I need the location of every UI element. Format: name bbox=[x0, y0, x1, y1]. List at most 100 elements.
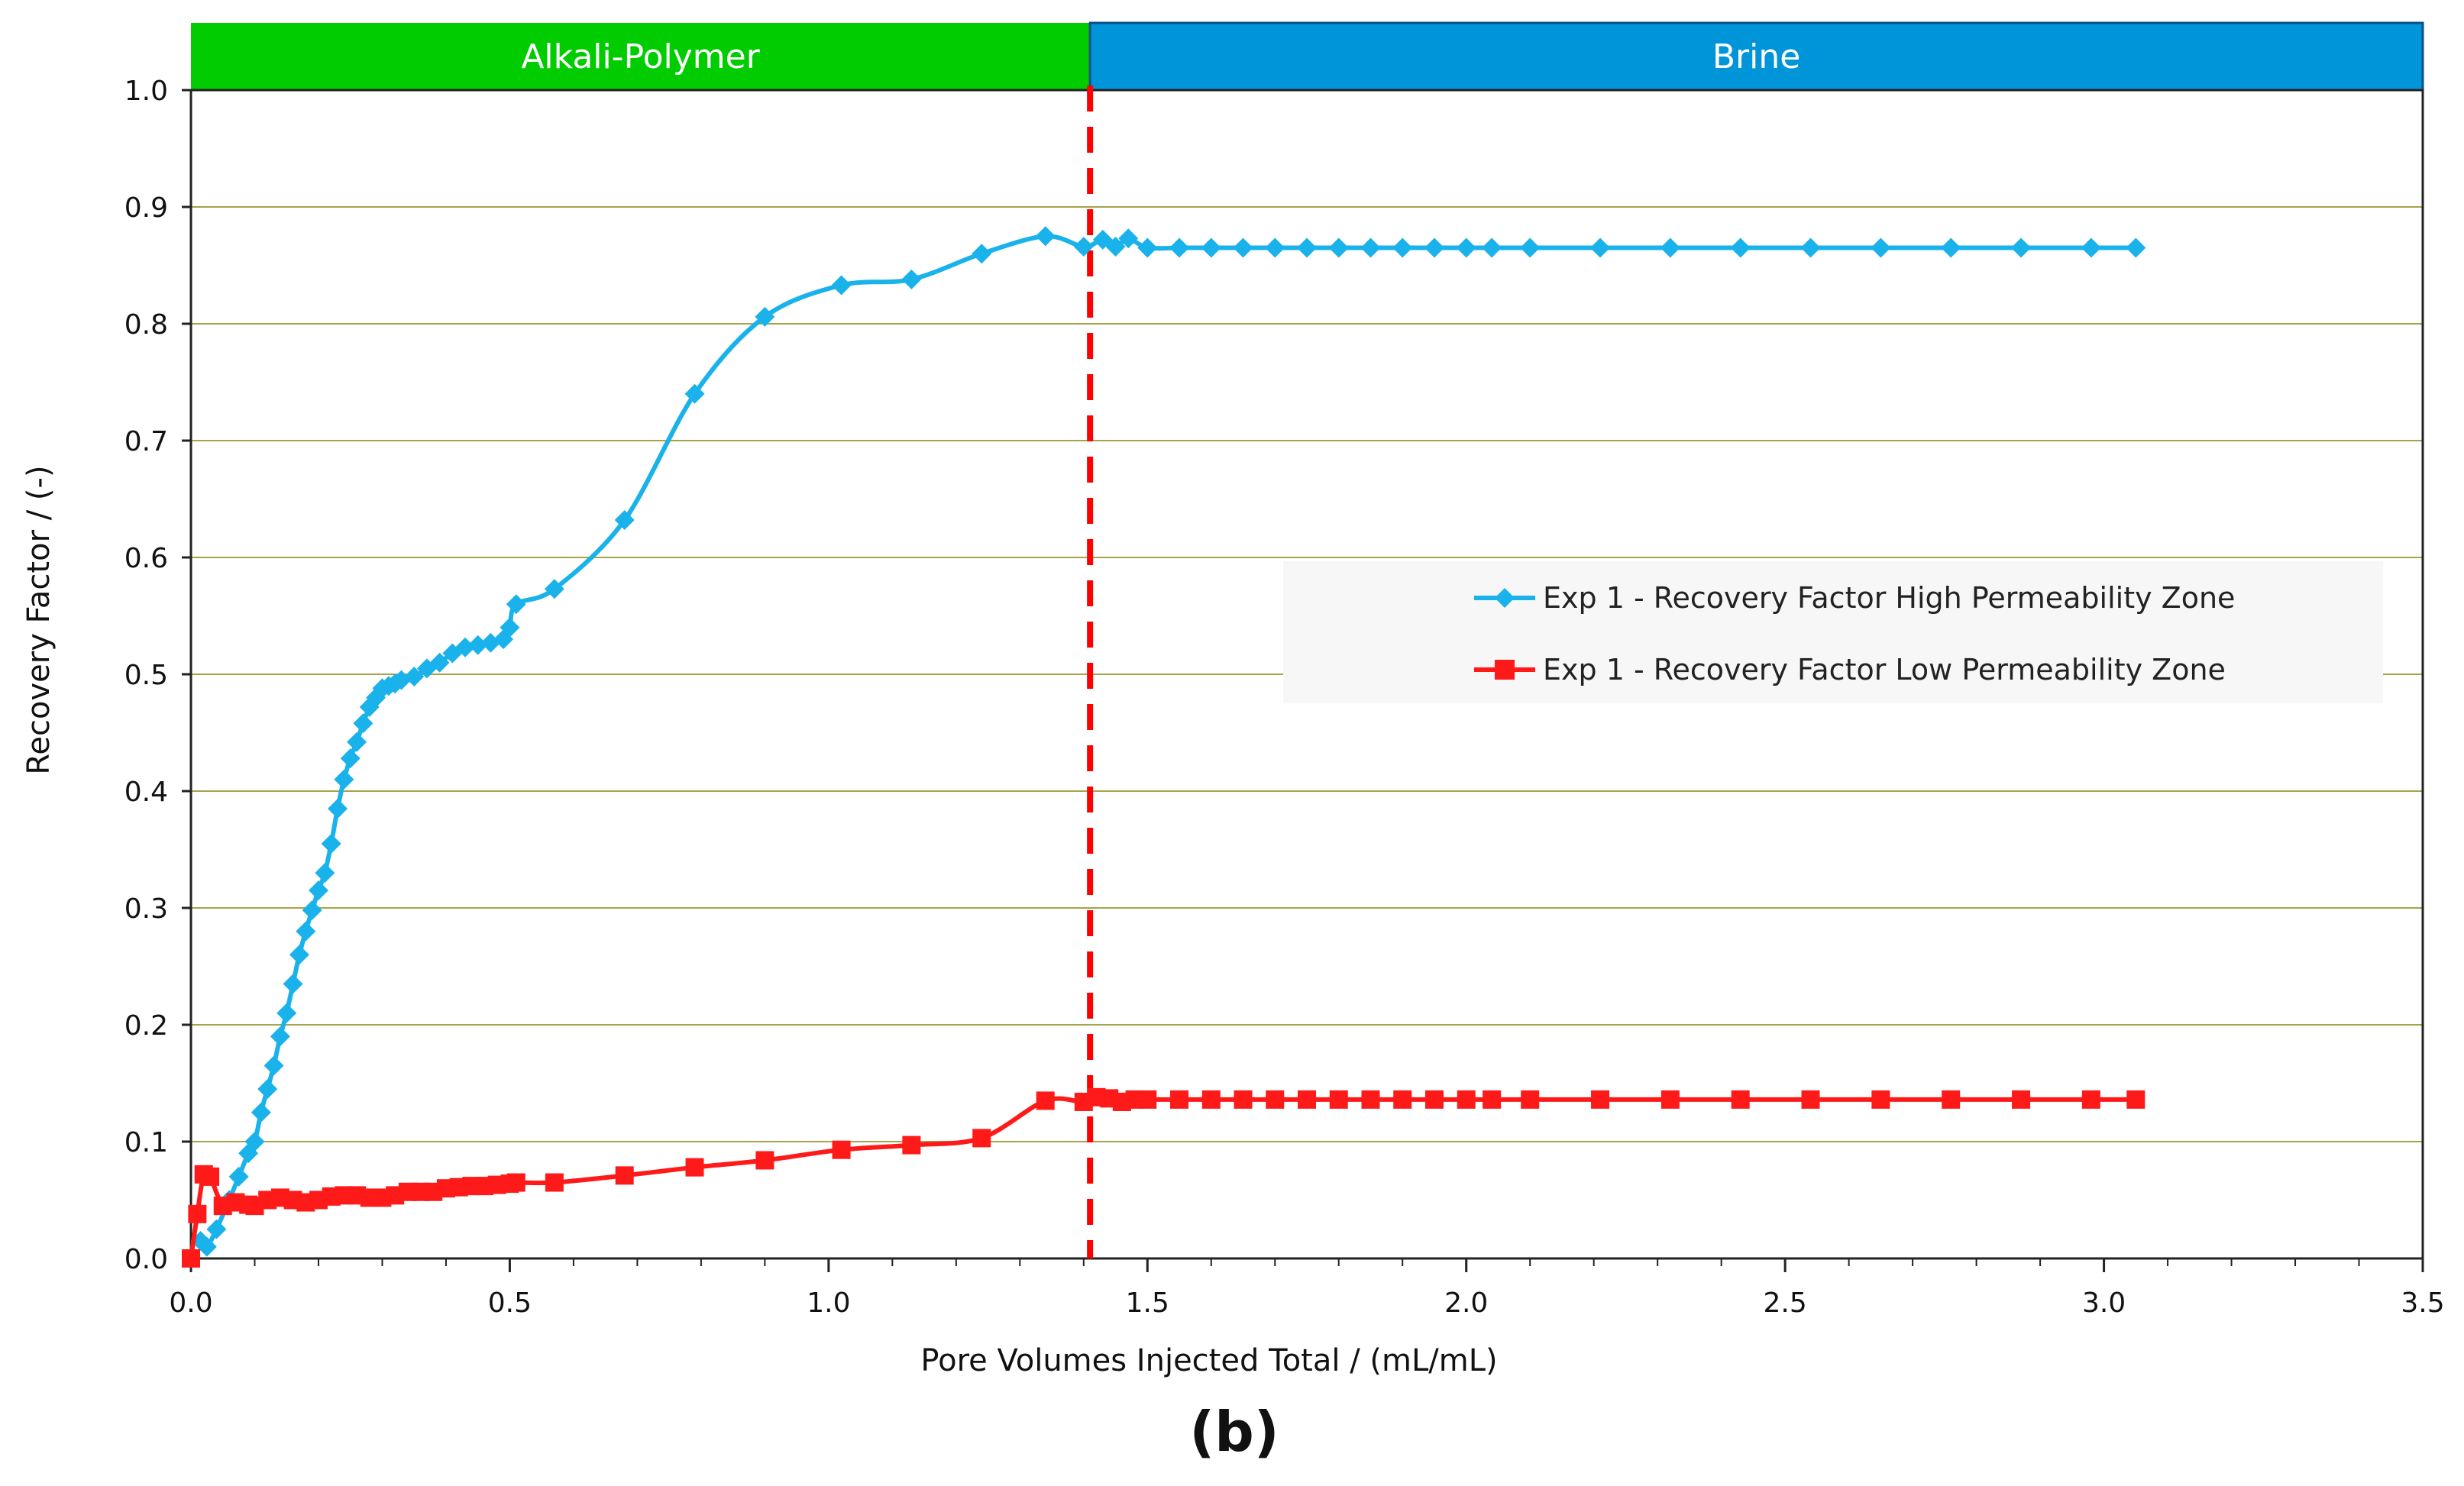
data-point bbox=[283, 974, 303, 994]
data-point bbox=[1234, 1090, 1253, 1109]
data-point bbox=[1730, 237, 1751, 258]
data-point bbox=[429, 652, 450, 673]
data-point bbox=[1392, 237, 1413, 258]
data-point bbox=[1424, 237, 1444, 258]
data-point bbox=[1297, 237, 1317, 258]
y-tick-label: 0.9 bbox=[124, 192, 168, 224]
data-point bbox=[1660, 1090, 1680, 1109]
data-point bbox=[545, 1173, 564, 1192]
gridline-group bbox=[191, 206, 2423, 1142]
data-point bbox=[302, 900, 322, 921]
data-point bbox=[1137, 237, 1158, 258]
series-high-permeability bbox=[190, 226, 2146, 1257]
data-point bbox=[1942, 1090, 1961, 1109]
data-point bbox=[334, 769, 354, 790]
phase-label-brine: Brine bbox=[1712, 37, 1800, 76]
data-point bbox=[1105, 237, 1126, 257]
data-point bbox=[228, 1166, 249, 1187]
x-tick-label: 3.0 bbox=[2082, 1287, 2126, 1319]
data-point bbox=[467, 635, 488, 655]
y-tick-label: 0.4 bbox=[124, 777, 168, 808]
legend-swatch-marker bbox=[1495, 588, 1515, 608]
data-point bbox=[614, 510, 635, 531]
x-tick-label: 2.0 bbox=[1444, 1287, 1488, 1319]
data-point bbox=[544, 579, 564, 599]
data-point bbox=[353, 713, 373, 734]
data-point bbox=[1801, 1090, 1820, 1109]
data-point bbox=[901, 269, 922, 289]
legend-box bbox=[1283, 561, 2383, 703]
data-point bbox=[506, 1173, 525, 1192]
y-tick-label: 0.8 bbox=[124, 309, 168, 341]
data-point bbox=[188, 1204, 207, 1223]
data-point bbox=[1035, 226, 1056, 247]
data-point bbox=[289, 945, 309, 965]
data-point bbox=[1482, 237, 1502, 258]
phase-band-alkali-polymer bbox=[191, 23, 1091, 90]
legend-label: Exp 1 - Recovery Factor Low Permeability… bbox=[1543, 653, 2226, 686]
legend: Exp 1 - Recovery Factor High Permeabilit… bbox=[1283, 561, 2383, 703]
y-tick-label: 1.0 bbox=[124, 76, 168, 107]
data-point bbox=[755, 1151, 774, 1170]
data-point bbox=[264, 1055, 284, 1076]
data-point bbox=[321, 833, 341, 854]
data-point bbox=[684, 383, 705, 404]
data-point bbox=[340, 748, 361, 769]
data-point bbox=[270, 1026, 290, 1047]
data-point bbox=[506, 594, 526, 615]
data-point bbox=[1871, 237, 1891, 258]
data-point bbox=[1266, 1090, 1285, 1109]
y-axis-title: Recovery Factor / (-) bbox=[21, 465, 57, 774]
legend-swatch-marker bbox=[1495, 660, 1515, 680]
data-point bbox=[1521, 1090, 1540, 1109]
data-point bbox=[244, 1132, 265, 1152]
data-point bbox=[685, 1158, 704, 1177]
data-point bbox=[1233, 237, 1253, 258]
data-point bbox=[1329, 1090, 1348, 1109]
series-group bbox=[182, 226, 2146, 1268]
data-point bbox=[1660, 237, 1680, 258]
data-point bbox=[1360, 237, 1381, 258]
phase-band-brine bbox=[1088, 21, 2424, 92]
data-point bbox=[1871, 1090, 1890, 1109]
data-point bbox=[1036, 1091, 1055, 1110]
data-point bbox=[2081, 1090, 2100, 1109]
data-point bbox=[1073, 237, 1094, 257]
data-point bbox=[1298, 1090, 1316, 1109]
data-point bbox=[296, 921, 316, 942]
x-axis: 0.0 0.5 1.0 1.5 2.0 2.5 3.0 3.5 bbox=[169, 1258, 2445, 1319]
x-tick-label: 0.0 bbox=[169, 1287, 212, 1319]
data-point bbox=[755, 306, 775, 327]
x-axis-title: Pore Volumes Injected Total / (mL/mL) bbox=[920, 1343, 1497, 1378]
data-point bbox=[1138, 1090, 1157, 1109]
data-point bbox=[257, 1079, 278, 1100]
data-point bbox=[404, 667, 425, 687]
y-axis: 0.0 0.1 0.2 0.3 0.4 0.5 0.6 0.7 0.8 0.9 1.0 bbox=[124, 76, 191, 1275]
x-tick-label: 0.5 bbox=[488, 1287, 532, 1319]
y-tick-label: 0.0 bbox=[124, 1244, 168, 1275]
phase-band-group: Alkali-Polymer Brine bbox=[191, 21, 2424, 92]
y-tick-label: 0.5 bbox=[124, 660, 168, 691]
data-point bbox=[902, 1135, 921, 1155]
data-point bbox=[196, 1236, 217, 1257]
data-point bbox=[1483, 1090, 1502, 1109]
data-point bbox=[1361, 1090, 1380, 1109]
x-tick-label: 1.5 bbox=[1126, 1287, 1169, 1319]
data-point bbox=[1169, 237, 1190, 258]
series-low-permeability bbox=[182, 1087, 2145, 1268]
data-point bbox=[831, 275, 852, 296]
phase-label-alkali-polymer: Alkali-Polymer bbox=[521, 37, 760, 76]
data-point bbox=[308, 880, 328, 901]
data-point bbox=[1201, 1090, 1221, 1109]
y-tick-label: 0.6 bbox=[124, 543, 168, 574]
data-point bbox=[276, 1003, 297, 1023]
data-point bbox=[500, 617, 520, 638]
data-point bbox=[615, 1166, 634, 1185]
data-point bbox=[1591, 1090, 1610, 1109]
data-point bbox=[1457, 1090, 1476, 1109]
data-point bbox=[1800, 237, 1821, 258]
data-point bbox=[2126, 237, 2146, 258]
data-point bbox=[1118, 228, 1139, 249]
